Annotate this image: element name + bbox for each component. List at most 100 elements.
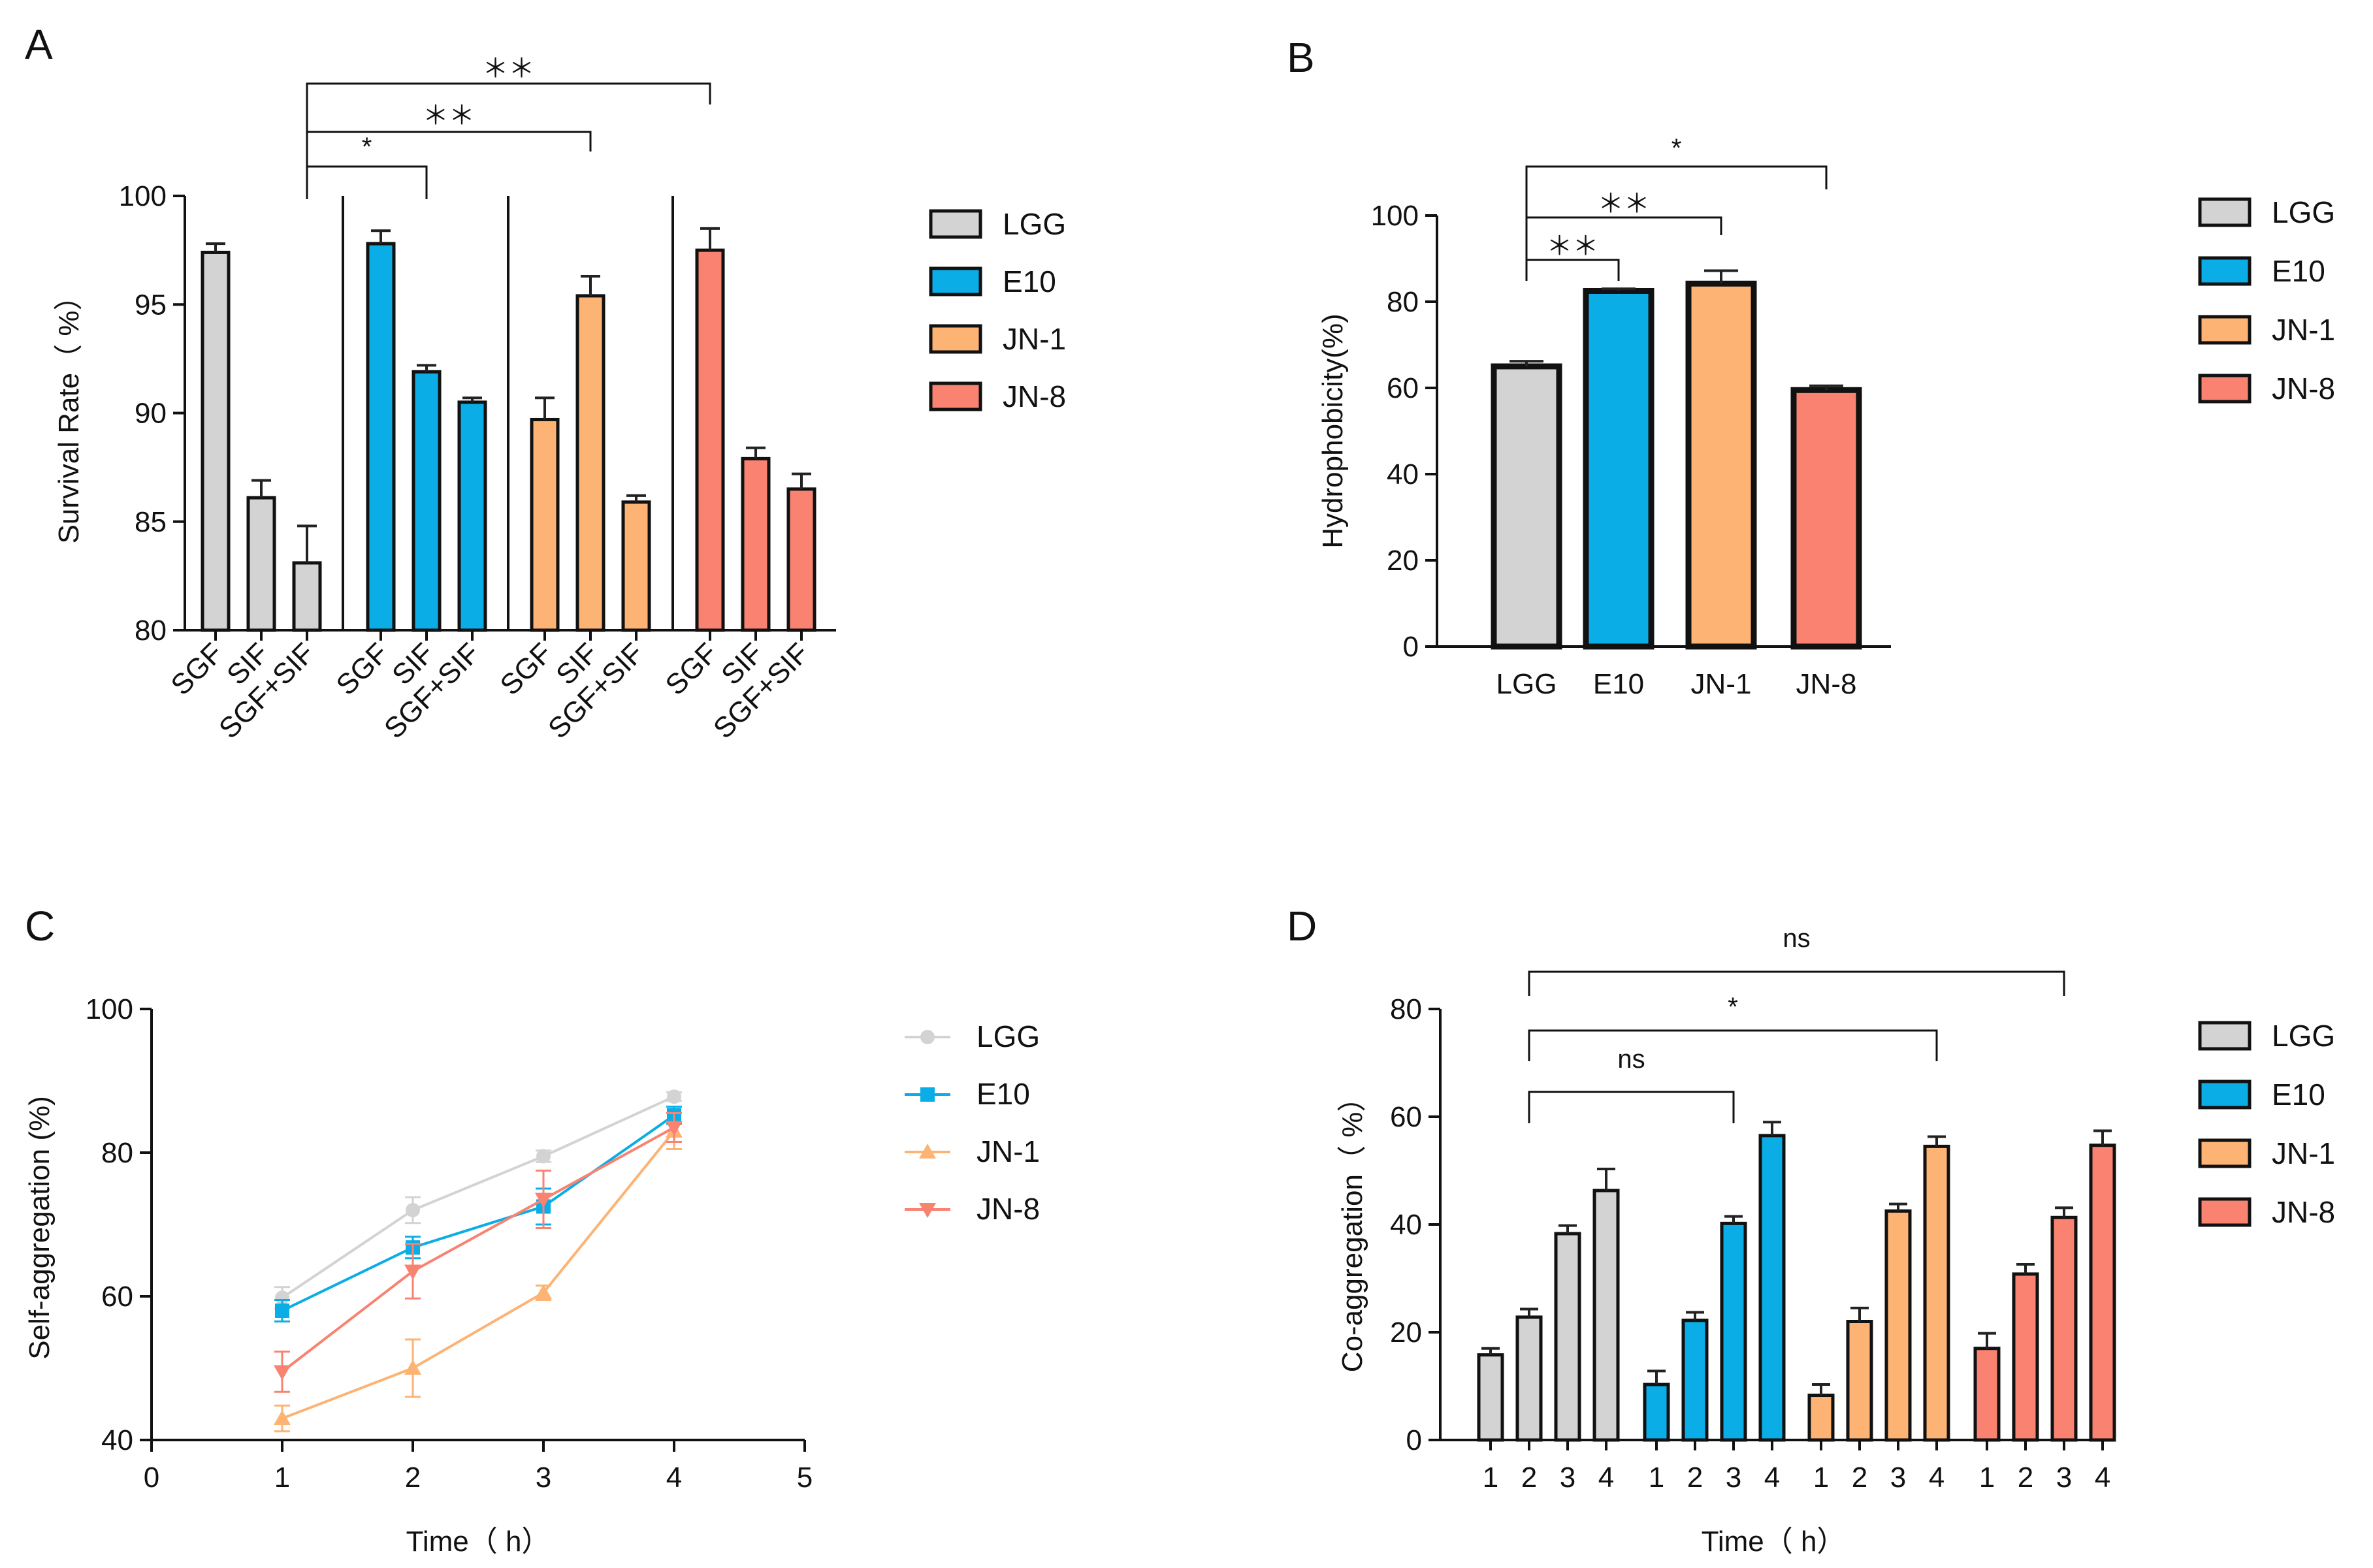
bar	[2012, 1272, 2039, 1442]
legend-swatch	[2198, 1197, 2252, 1227]
data-point	[274, 1365, 291, 1381]
data-point	[536, 1149, 551, 1164]
x-tick-label: 3	[1890, 1462, 1906, 1494]
bar	[292, 561, 322, 632]
significance-bracket	[1525, 165, 1828, 281]
y-tick-label: 90	[135, 398, 167, 430]
legend-label: E10	[2272, 1078, 2325, 1112]
x-tick-label: 1	[274, 1462, 290, 1494]
bar	[1846, 1320, 1873, 1442]
significance-bracket	[1528, 1091, 1735, 1123]
bar	[2050, 1215, 2078, 1442]
y-tick-label: 0	[1403, 631, 1419, 663]
x-tick-label: JN-1	[1691, 668, 1752, 700]
x-tick-label: 5	[797, 1462, 813, 1494]
y-axis-title: Self-aggregation (%)	[24, 1096, 56, 1360]
bar	[1790, 387, 1862, 650]
x-tick-label: 3	[2056, 1462, 2072, 1494]
panel-b: B 0 20 40 60 80 100 Hydrophobicity(%) LGG E10 JN-1…	[1287, 34, 2335, 700]
y-tick-label: 100	[86, 993, 133, 1025]
bar	[1554, 1232, 1581, 1442]
y-tick-label: 0	[1406, 1424, 1422, 1456]
x-tick-label: SGF	[494, 637, 558, 701]
bar	[1923, 1144, 1950, 1442]
legend-swatch	[929, 324, 982, 354]
legend-label: JN-1	[977, 1134, 1040, 1168]
bar	[366, 242, 396, 632]
bar	[1685, 280, 1757, 650]
y-tick-label: 20	[1387, 545, 1419, 577]
panel-c: C 40 60 80 100 0 1 2 3 4 5 Time（ h） Self-aggregation…	[24, 903, 1040, 1558]
bar	[1973, 1347, 2001, 1442]
significance-bracket	[306, 165, 428, 199]
legend-label: LGG	[977, 1019, 1040, 1053]
data-point	[535, 1284, 552, 1300]
bar	[1643, 1383, 1670, 1442]
bar	[201, 250, 231, 632]
bar	[412, 370, 442, 632]
legend-label: JN-8	[1003, 379, 1066, 413]
data-point	[535, 1192, 552, 1208]
y-tick-label: 100	[1371, 200, 1419, 232]
significance-label: ＊＊	[483, 54, 535, 83]
bar	[1720, 1221, 1747, 1442]
data-point	[406, 1203, 420, 1217]
panel-label-a: A	[25, 21, 53, 68]
bar	[457, 400, 487, 632]
legend-label: JN-1	[2272, 1136, 2335, 1170]
data-point	[919, 1203, 936, 1218]
legend-label: JN-1	[1003, 322, 1066, 356]
bar	[1583, 288, 1655, 650]
y-tick-label: 40	[1387, 458, 1419, 490]
data-point	[404, 1360, 421, 1375]
data-point	[920, 1087, 935, 1102]
bar	[530, 417, 560, 632]
bar	[1758, 1134, 1786, 1442]
x-tick-label: 1	[1483, 1462, 1498, 1494]
legend-label: LGG	[1003, 207, 1066, 241]
legend-label: LGG	[2272, 1019, 2335, 1053]
legend-label: E10	[1003, 264, 1056, 298]
x-tick-label: 4	[1598, 1462, 1614, 1494]
legend-label: E10	[2272, 254, 2325, 288]
significance-label: ＊＊	[423, 101, 475, 130]
significance-label: *	[362, 133, 372, 161]
x-tick-label: 4	[1764, 1462, 1780, 1494]
x-axis-title: Time（ h）	[1702, 1526, 1846, 1558]
legend-swatch	[929, 266, 982, 296]
y-tick-label: 80	[135, 615, 167, 647]
significance-bracket	[1528, 1029, 1938, 1061]
y-tick-label: 80	[1390, 993, 1422, 1025]
legend-swatch	[2198, 374, 2252, 404]
bar	[1807, 1394, 1835, 1442]
x-tick-label: 0	[144, 1462, 159, 1494]
data-point	[667, 1089, 681, 1104]
bar	[1515, 1315, 1543, 1442]
y-tick-label: 85	[135, 506, 167, 538]
data-point	[666, 1121, 683, 1136]
data-point	[920, 1030, 935, 1044]
x-tick-label: 4	[2095, 1462, 2110, 1494]
x-tick-label: 4	[666, 1462, 682, 1494]
x-tick-label: 3	[536, 1462, 551, 1494]
significance-label: ＊＊	[1547, 232, 1599, 261]
significance-label: ns	[1783, 924, 1810, 953]
series-line	[281, 1126, 675, 1373]
x-tick-label: 3	[1726, 1462, 1741, 1494]
x-tick-label: 2	[405, 1462, 421, 1494]
legend-label: LGG	[2272, 195, 2335, 229]
x-tick-label: 4	[1929, 1462, 1945, 1494]
y-tick-label: 60	[101, 1281, 133, 1313]
x-tick-label: LGG	[1496, 668, 1557, 700]
legend-swatch	[2198, 315, 2252, 345]
y-tick-label: 95	[135, 289, 167, 321]
legend-label: JN-1	[2272, 313, 2335, 347]
legend-label: JN-8	[2272, 1195, 2335, 1229]
bar	[1491, 363, 1562, 650]
data-point	[274, 1410, 291, 1425]
panel-label-b: B	[1287, 34, 1315, 81]
x-tick-label: 2	[1687, 1462, 1703, 1494]
bar	[1477, 1353, 1504, 1442]
